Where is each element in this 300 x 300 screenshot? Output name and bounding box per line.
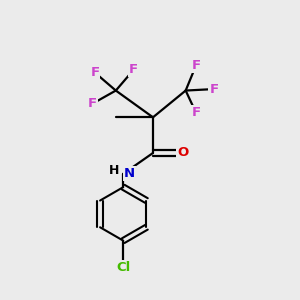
Text: F: F: [191, 106, 201, 119]
Text: O: O: [177, 146, 188, 160]
Text: F: F: [209, 82, 218, 96]
Text: N: N: [124, 167, 135, 180]
Text: Cl: Cl: [116, 261, 130, 274]
Text: F: F: [129, 63, 138, 76]
Text: H: H: [109, 164, 119, 177]
Text: F: F: [191, 59, 201, 72]
Text: F: F: [88, 98, 97, 110]
Text: F: F: [91, 66, 100, 79]
